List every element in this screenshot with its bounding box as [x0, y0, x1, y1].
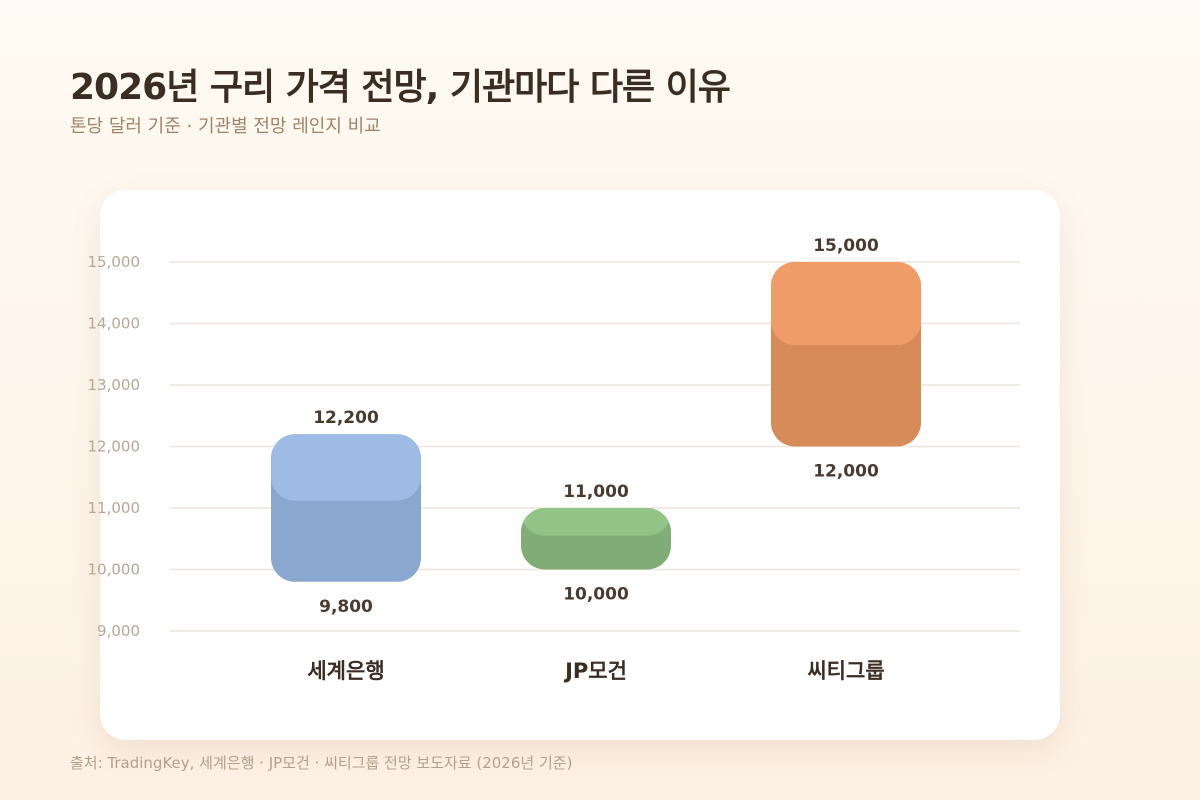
range-bar-top: [771, 262, 921, 346]
y-tick-label: 15,000: [88, 253, 141, 271]
range-bar-top: [271, 434, 421, 501]
y-tick-label: 14,000: [88, 315, 141, 333]
range-bar: [521, 508, 671, 570]
y-tick-label: 11,000: [88, 499, 141, 517]
low-value-label: 9,800: [319, 597, 373, 617]
range-bars: [271, 262, 921, 582]
chart-subtitle: 톤당 달러 기준 · 기관별 전망 레인지 비교: [70, 116, 381, 137]
category-labels: 세계은행 JP모건 씨티그룹: [307, 659, 884, 683]
low-value-label: 10,000: [563, 585, 629, 605]
range-bar-top: [521, 508, 671, 536]
category-label: JP모건: [563, 659, 627, 683]
high-value-label: 15,000: [813, 236, 879, 256]
y-axis-ticks: 9,000 10,000 11,000 12,000 13,000 14,000 15,00…: [88, 253, 141, 640]
high-value-label: 12,200: [313, 408, 379, 428]
y-tick-label: 10,000: [88, 561, 141, 579]
range-bar: [771, 262, 921, 447]
chart-title: 2026년 구리 가격 전망, 기관마다 다른 이유: [70, 67, 731, 108]
low-value-label: 12,000: [813, 462, 879, 482]
source-note: 출처: TradingKey, 세계은행 · JP모건 · 씨티그룹 전망 보도…: [70, 754, 573, 772]
value-labels: 12,200 9,800 11,000 10,000 15,000 12,000: [313, 236, 879, 617]
high-value-label: 11,000: [563, 482, 629, 502]
category-label: 씨티그룹: [807, 659, 884, 683]
y-tick-label: 13,000: [88, 376, 141, 394]
y-tick-label: 12,000: [88, 438, 141, 456]
category-label: 세계은행: [307, 659, 384, 683]
y-tick-label: 9,000: [97, 622, 140, 640]
range-bar: [271, 434, 421, 582]
